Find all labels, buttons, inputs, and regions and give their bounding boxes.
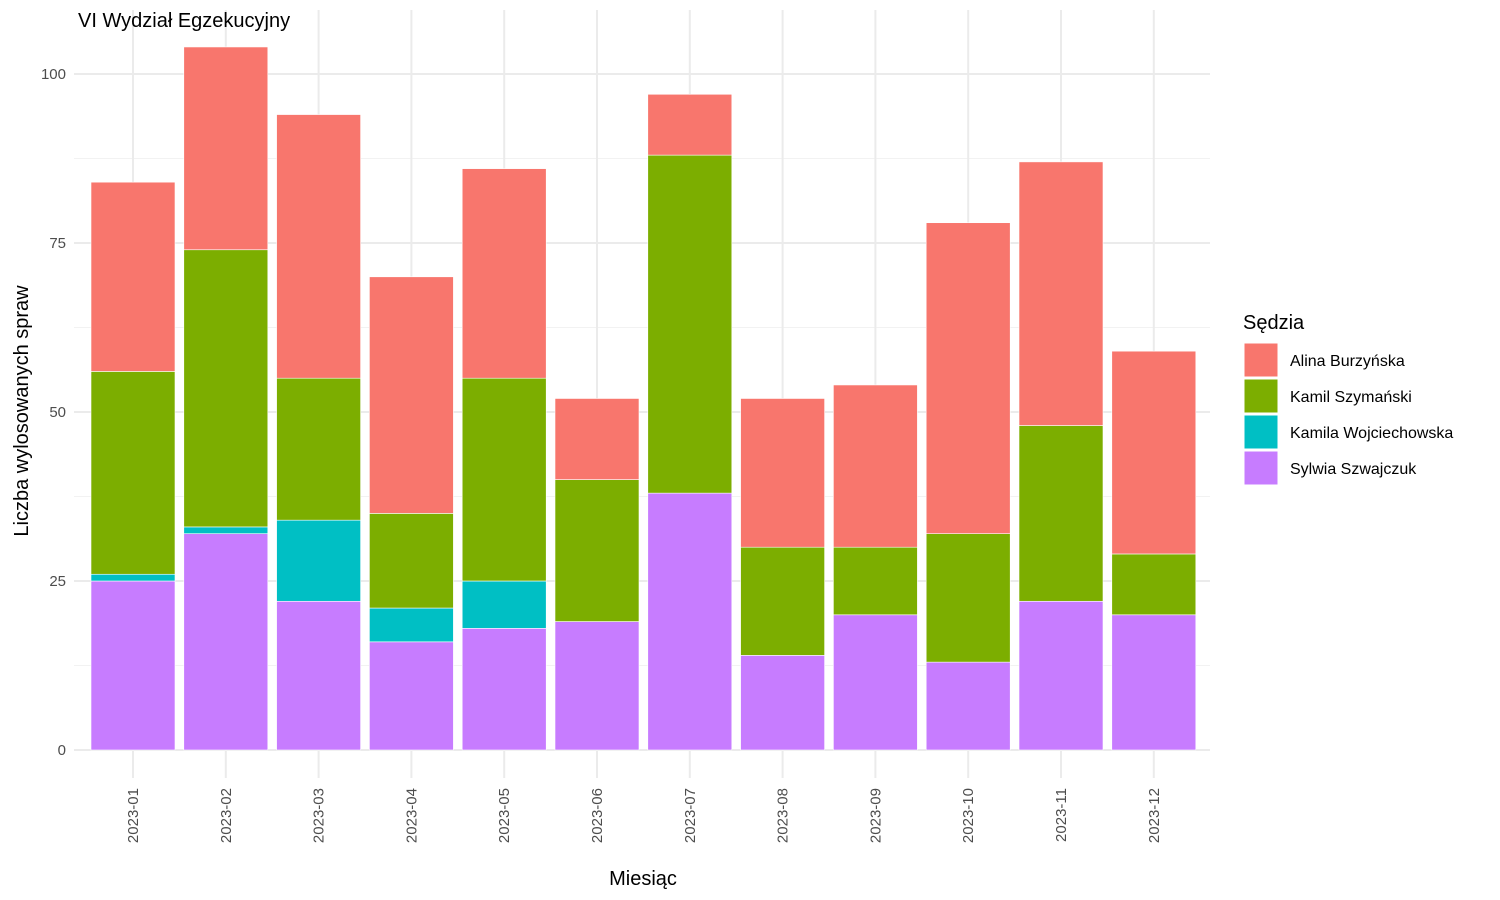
bar-segment [369,276,454,514]
bar-segment [1018,600,1104,751]
x-tick-label: 2023-02 [218,788,235,843]
x-tick-label: 2023-11 [1053,788,1070,842]
bar-segment [554,398,640,480]
bar-segment [647,154,733,494]
bar-segment [1018,425,1104,602]
bar-segment [369,641,454,751]
bar-segment [554,621,640,751]
bar-segment [461,580,547,629]
bar-segment [183,46,269,251]
legend-key [1243,450,1279,486]
bar-segment [740,655,825,751]
x-tick-label: 2023-05 [496,788,513,843]
x-tick-label: 2023-01 [125,788,142,843]
x-tick-label: 2023-08 [775,788,792,843]
bar-segment [1018,161,1104,426]
bar-segment [925,533,1011,663]
bar-segment [1111,350,1197,555]
x-tick-label: 2023-10 [960,788,977,843]
bar-segment [369,513,454,609]
bar-segment [461,168,547,379]
x-tick-label: 2023-12 [1146,788,1163,843]
bar-segment [925,222,1011,534]
x-tick-label: 2023-06 [589,788,606,843]
bar-segment [833,384,918,548]
legend-key [1243,414,1279,450]
legend-key [1243,378,1279,414]
bar-segment [740,398,825,548]
bar-segment [833,614,918,751]
chart-title: VI Wydział Egzekucyjny [78,10,290,32]
legend-label: Alina Burzyńska [1290,353,1405,370]
x-tick-label: 2023-04 [403,788,420,843]
bar-segment [276,114,361,379]
bar-segment [1111,553,1197,616]
bar-segment [90,181,176,372]
bar-segment [1111,614,1197,751]
bar-segment [925,661,1011,751]
bar-segment [554,479,640,622]
x-tick-label: 2023-03 [311,788,328,843]
bar-segment [90,573,176,582]
legend-label: Kamil Szymański [1290,389,1412,406]
bar-segment [276,377,361,521]
y-tick-label: 100 [41,66,66,83]
x-axis-title: Miesiąc [609,868,677,890]
legend-label: Kamila Wojciechowska [1290,425,1453,442]
bar-segment [90,371,176,575]
legend: Sędzia Alina Burzyńska Kamil Szymański Kam… [1243,312,1453,486]
y-tick-label: 75 [49,235,66,252]
legend-key [1243,342,1279,378]
bar-segment [183,249,269,528]
bar-segment [647,93,733,156]
y-axis-ticks: 0 25 50 75 100 [41,66,66,759]
bar-segment [90,580,176,751]
bar-segment [183,526,269,534]
bar-segment [647,492,733,751]
legend-label: Sylwia Szwajczuk [1290,461,1417,478]
bar-segment [833,546,918,616]
bar-segment [276,519,361,602]
bar-segment [369,607,454,643]
x-axis-ticks: 2023-01 2023-02 2023-03 2023-04 2023-05 2023-… [125,788,1163,843]
x-tick-label: 2023-07 [682,788,699,843]
bar-segment [183,533,269,751]
bar-segment [461,377,547,582]
y-tick-label: 0 [58,742,66,759]
legend-title: Sędzia [1243,312,1305,334]
y-tick-label: 25 [49,573,66,590]
bar-segment [461,628,547,751]
y-tick-label: 50 [49,404,66,421]
bar-segment [276,600,361,751]
bar-segment [740,546,825,656]
x-tick-label: 2023-09 [867,788,884,843]
y-axis-title: Liczba wylosowanych spraw [11,285,33,537]
bars [90,46,1197,751]
